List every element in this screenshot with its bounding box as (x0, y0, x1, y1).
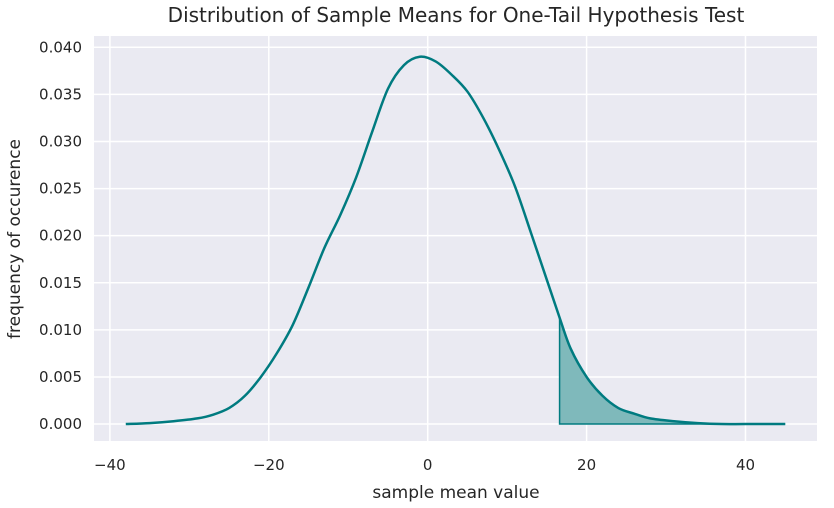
x-tick-label: 0 (423, 456, 433, 474)
y-tick-label: 0.020 (39, 227, 82, 245)
grid (94, 36, 817, 441)
y-tick-label: 0.030 (39, 132, 82, 150)
x-tick-label: 20 (577, 456, 596, 474)
x-tick-label: 40 (736, 456, 755, 474)
x-axis-label: sample mean value (372, 483, 539, 503)
density-line-layer (125, 55, 786, 426)
chart-title: Distribution of Sample Means for One-Tai… (168, 3, 745, 27)
density-curve (125, 55, 786, 426)
y-axis-label: frequency of occurence (5, 139, 25, 339)
x-tick-label: −20 (253, 456, 285, 474)
x-tick-label: −40 (94, 456, 126, 474)
y-tick-label: 0.040 (39, 38, 82, 56)
x-tick-labels: −40 −20 0 20 40 (94, 456, 755, 474)
y-tick-label: 0.015 (39, 274, 82, 292)
plot-background (94, 36, 817, 441)
y-tick-label: 0.025 (39, 180, 82, 198)
y-tick-label: 0.010 (39, 321, 82, 339)
y-tick-label: 0.005 (39, 368, 82, 386)
y-tick-label: 0.035 (39, 85, 82, 103)
y-tick-labels: 0.000 0.005 0.010 0.015 0.020 0.025 0.030 0.035… (39, 38, 82, 433)
y-tick-label: 0.000 (39, 415, 82, 433)
